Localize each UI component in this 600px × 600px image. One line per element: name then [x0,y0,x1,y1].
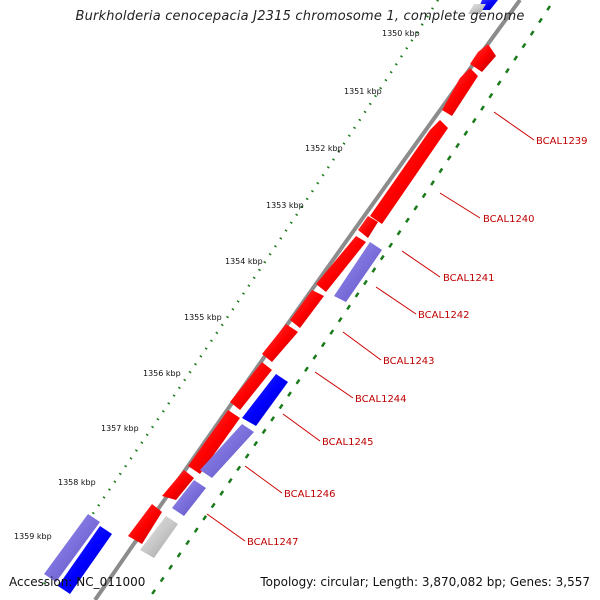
kbp-label-1356: 1356 kbp [143,369,181,378]
kbp-label-1351: 1351 kbp [344,87,382,96]
gene-arrow-top-grey [468,4,486,14]
gene-label-bcal1246[interactable]: BCAL1246 [284,489,336,500]
forward-gene-track [128,44,496,544]
gene-arrow-bcal1242 [334,242,382,302]
kbp-label-1350: 1350 kbp [382,29,420,38]
gene-arrow-bcal1244b [230,362,272,410]
gene-label-bcal1245[interactable]: BCAL1245 [322,437,374,448]
leader-bcal1242 [375,286,417,315]
gene-arrow-bcal1240 [370,120,448,224]
gene-arrow-left-blue [58,526,112,594]
gene-arrow-bcal1246 [188,410,240,474]
gene-labels: BCAL1239 BCAL1240 BCAL1241 BCAL1242 BCAL… [247,136,588,548]
kbp-label-1359: 1359 kbp [14,532,52,541]
kbp-tick-labels: 1350 kbp 1351 kbp 1352 kbp 1353 kbp 1354… [14,29,420,541]
gene-label-bcal1242[interactable]: BCAL1242 [418,310,470,321]
kbp-label-1355: 1355 kbp [184,313,222,322]
leader-bcal1241 [401,250,441,278]
kbp-label-1354: 1354 kbp [225,257,263,266]
label-leader-lines [206,111,535,542]
gene-arrow-bcal1239 [442,68,478,116]
gene-label-bcal1244[interactable]: BCAL1244 [355,394,407,405]
outer-tick-ring [38,0,440,591]
gene-arrow-small-2 [162,470,194,500]
kbp-label-1352: 1352 kbp [305,144,343,153]
leader-bcal1246 [244,465,283,494]
leader-bcal1239 [493,111,535,141]
gene-label-bcal1247[interactable]: BCAL1247 [247,537,299,548]
gene-arrow-bcal1246b [200,424,254,478]
leader-bcal1240 [439,192,481,219]
leader-bcal1244 [314,371,354,399]
gene-arrow-bcal1243 [290,290,324,328]
accession-text: Accession: NC_011000 [9,575,146,589]
leader-bcal1245 [282,413,321,442]
gene-label-bcal1239[interactable]: BCAL1239 [536,136,588,147]
gene-arrow-bcal1245 [242,374,288,426]
gene-arrow-bcal1241 [316,236,366,292]
map-title: Burkholderia cenocepacia J2315 chromosom… [75,9,525,24]
kbp-label-1353: 1353 kbp [266,201,304,210]
gene-label-bcal1243[interactable]: BCAL1243 [383,356,435,367]
gene-arrow-small-1 [358,216,378,238]
leader-bcal1247 [206,513,246,542]
gene-arrow-bcal1247 [128,504,162,544]
leader-bcal1243 [342,331,382,361]
topology-text: Topology: circular; Length: 3,870,082 bp… [260,575,590,589]
kbp-label-1358: 1358 kbp [58,478,96,487]
gene-label-bcal1241[interactable]: BCAL1241 [443,273,495,284]
gene-label-bcal1240[interactable]: BCAL1240 [483,214,535,225]
gene-arrow-bcal1239a [470,44,496,72]
gene-arrow-grey [140,516,178,558]
reverse-gene-track [44,242,382,594]
gene-arrow-left-lb [44,514,100,582]
gene-arrow-lb-small [172,480,206,516]
kbp-label-1357: 1357 kbp [101,424,139,433]
gene-arrow-bcal1244 [262,324,298,362]
